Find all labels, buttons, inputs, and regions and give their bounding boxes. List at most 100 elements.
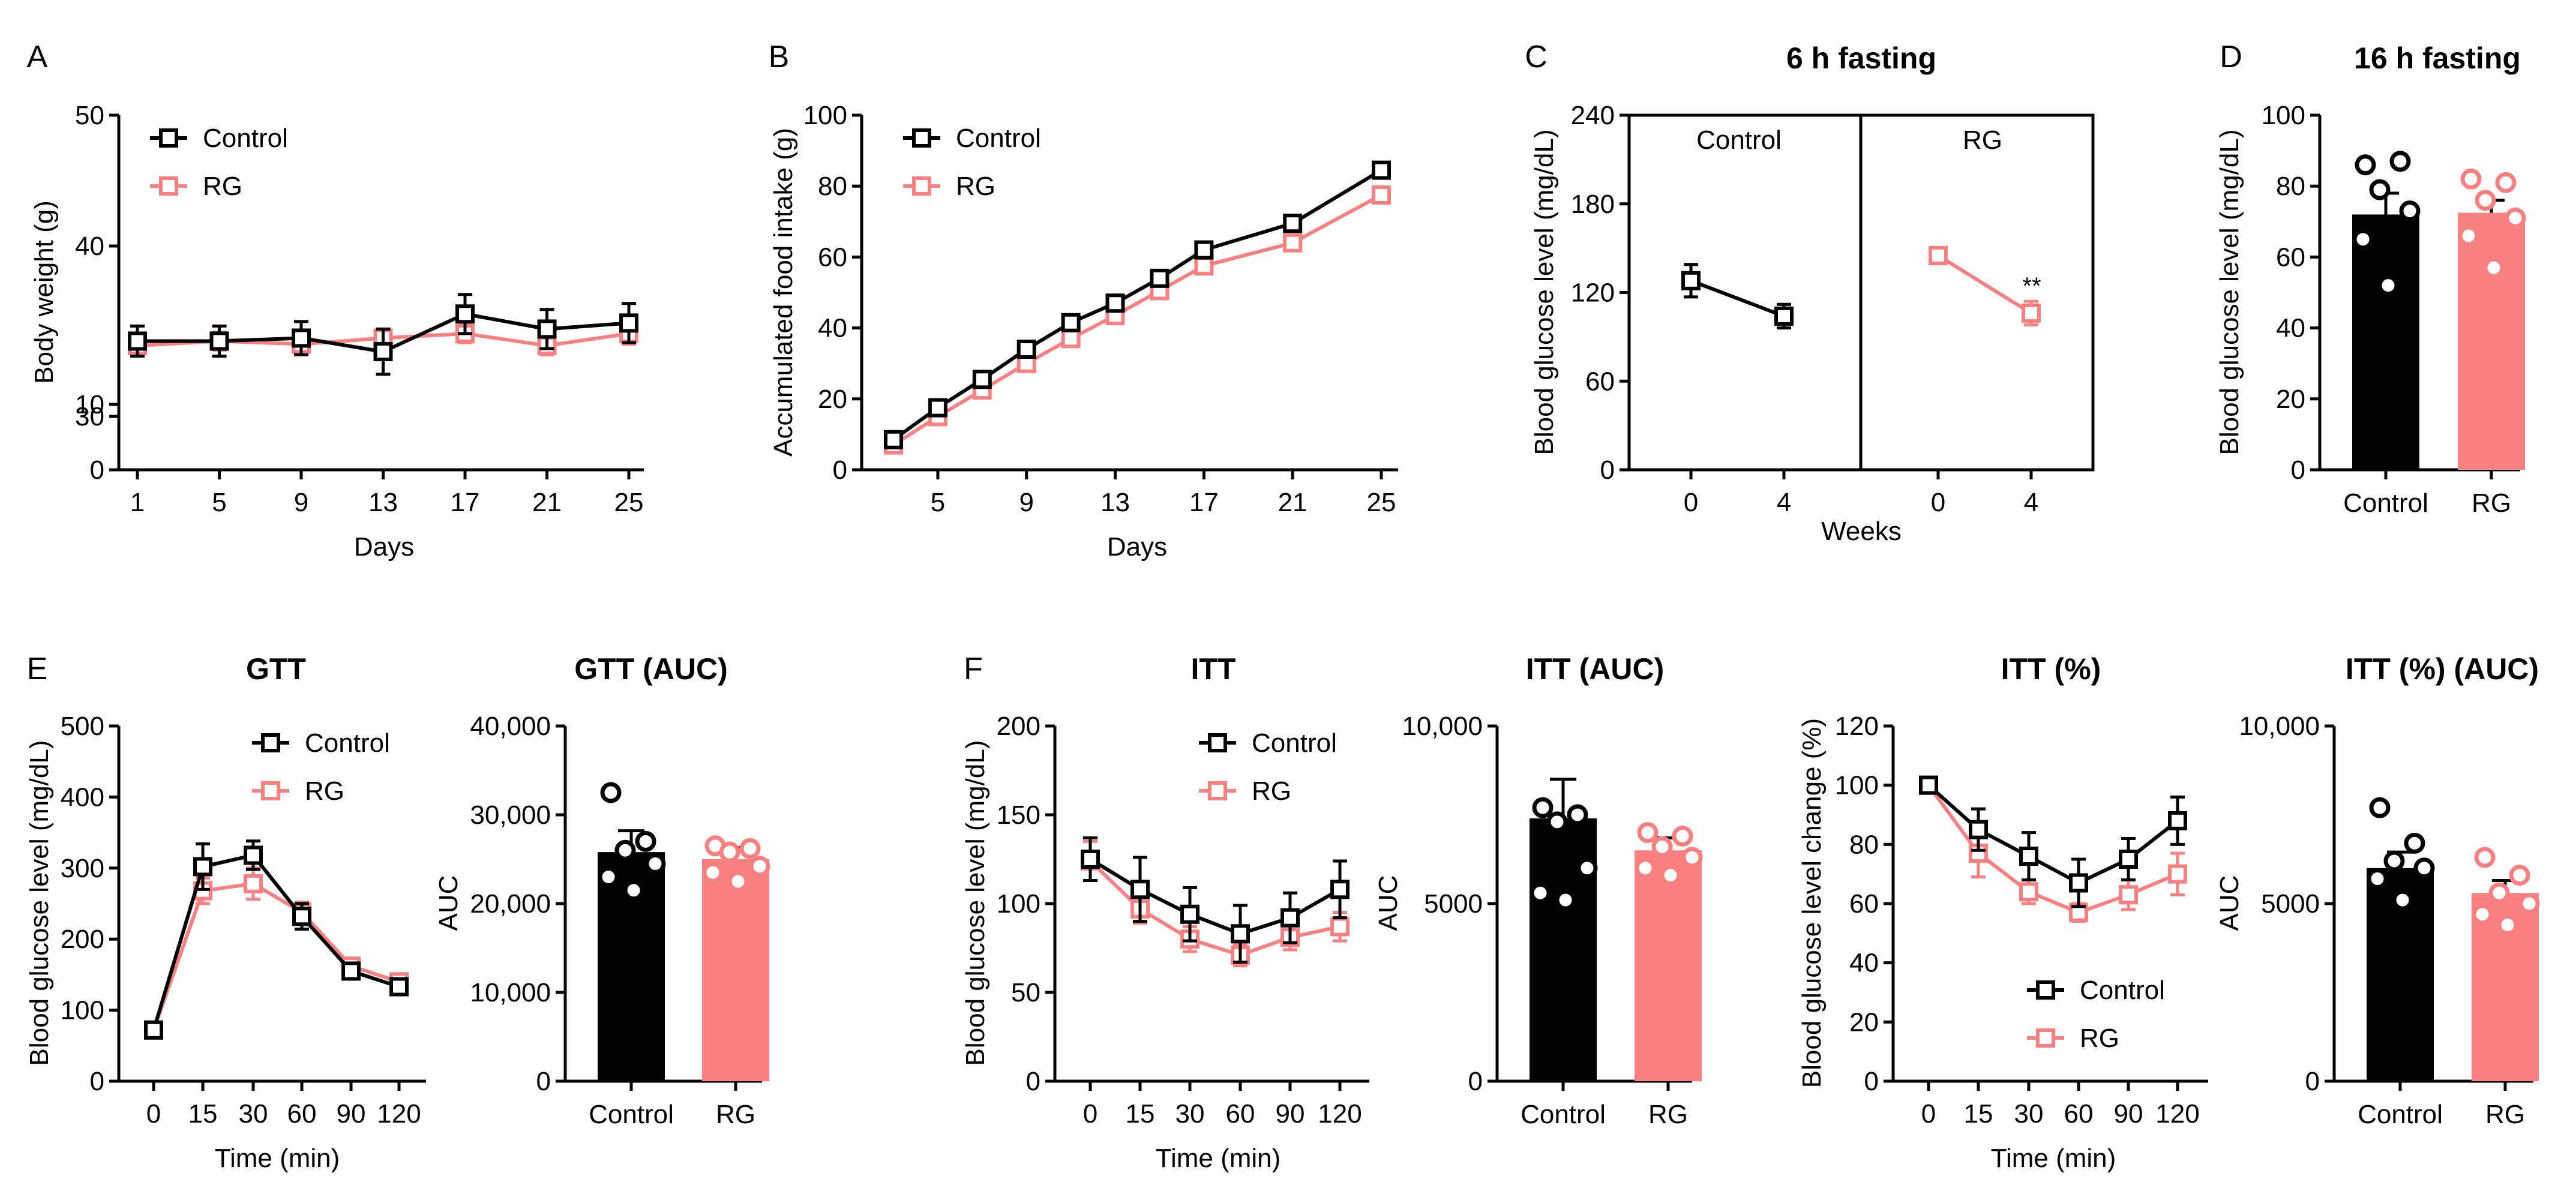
bar-rg [2458, 212, 2525, 470]
data-dot [1635, 857, 1656, 879]
x-tick-label: 5 [212, 488, 226, 517]
y-tick-label: 20,000 [470, 889, 551, 919]
data-dot [2509, 865, 2530, 886]
data-point-control [1330, 880, 1350, 899]
series-line-control [892, 169, 1383, 442]
panel-label: B [769, 40, 790, 74]
chart-title: ITT [1191, 652, 1236, 686]
x-axis-title: Time (min) [1991, 1144, 2116, 1173]
x-tick-label: 90 [1276, 1099, 1305, 1129]
data-point-control [1061, 313, 1081, 332]
data-dot [635, 830, 656, 852]
data-point-control [1016, 340, 1036, 359]
y-axis-title: AUC [1374, 875, 1403, 931]
legend-label: RG [1252, 776, 1291, 806]
data-point-control [1150, 268, 1169, 288]
data-point-control [389, 977, 409, 997]
data-dot [614, 839, 636, 861]
x-tick-label: 4 [1777, 488, 1791, 517]
y-tick-label: 5000 [2261, 889, 2320, 919]
y-tick-label: 0 [1468, 1067, 1483, 1096]
data-dot [2377, 275, 2399, 296]
x-tick-label: RG [2472, 488, 2511, 518]
legend-marker [2036, 980, 2055, 1000]
data-dot [1546, 811, 1568, 833]
y-tick-label: 60 [1849, 889, 1879, 919]
data-dot [600, 782, 622, 803]
x-tick-label: 0 [1684, 488, 1698, 517]
x-tick-label: 17 [451, 488, 480, 517]
x-tick-label: 13 [368, 488, 398, 517]
series-line-rg [1937, 254, 2032, 315]
x-tick-label: 5 [931, 488, 945, 517]
x-tick-label: RG [2485, 1100, 2525, 1129]
x-tick-label: 21 [1278, 488, 1308, 517]
series-line-control [1690, 278, 1785, 318]
x-tick-label: 120 [377, 1099, 421, 1129]
data-point-rg [244, 874, 263, 893]
y-axis-title: Body weight (g) [29, 200, 59, 384]
legend-label: RG [956, 172, 995, 201]
y-tick-label: 10,000 [1402, 712, 1483, 741]
y-axis-title: Blood glucose level (mg/dL) [25, 740, 54, 1066]
x-tick-label: 60 [2064, 1099, 2094, 1129]
x-tick-label: 13 [1100, 488, 1130, 517]
data-dot [2369, 797, 2391, 818]
legend-label: Control [305, 728, 390, 758]
data-point-control [2168, 811, 2187, 830]
y-tick-label: 100 [2262, 101, 2305, 130]
chart-title: ITT (%) (AUC) [2346, 652, 2539, 686]
data-dot [739, 838, 761, 859]
data-dot [2392, 889, 2413, 911]
x-tick-label: 17 [1189, 488, 1219, 517]
data-point-control [1194, 240, 1214, 260]
x-tick-label: Control [2343, 488, 2428, 518]
data-dot [2458, 225, 2479, 247]
data-dot [2404, 832, 2425, 854]
y-axis-title: AUC [434, 875, 463, 931]
data-point-control [1130, 880, 1150, 899]
data-dot [727, 871, 749, 892]
chart-title: GTT [246, 652, 306, 686]
y-tick-label: 300 [61, 854, 104, 883]
y-axis-title: Blood glucose level change (%) [1797, 718, 1827, 1088]
data-point-control [244, 845, 263, 865]
y-tick-label: 200 [997, 712, 1040, 741]
y-axis-title: Blood glucose level (mg/dL) [1530, 130, 1559, 455]
data-dot [644, 853, 666, 874]
y-tick-label: 10,000 [470, 978, 551, 1007]
y-tick-label: 80 [1849, 830, 1879, 859]
facet-label: RG [1963, 125, 2002, 155]
x-tick-label: 30 [239, 1099, 268, 1129]
y-tick-label: 0 [1600, 455, 1615, 485]
x-tick-label: 0 [1083, 1099, 1097, 1129]
x-axis-title: Days [354, 532, 414, 562]
bar-control [2352, 214, 2419, 470]
data-point-rg [2019, 882, 2038, 902]
data-point-control [373, 342, 393, 362]
data-point-control [884, 430, 903, 449]
series-line-rg [892, 193, 1383, 447]
legend-label: RG [2080, 1024, 2119, 1053]
data-point-rg [2022, 303, 2041, 323]
bar-rg [702, 859, 769, 1081]
panel-label: A [27, 40, 48, 74]
data-dot [2460, 168, 2482, 190]
data-dot [2352, 229, 2374, 250]
data-dot [702, 862, 724, 883]
significance-marker: ** [2022, 273, 2041, 299]
y-axis-title: Accumulated food intake (g) [769, 128, 798, 457]
data-point-rg [1330, 917, 1350, 937]
x-axis-title: Time (min) [215, 1144, 340, 1173]
data-point-control [1969, 820, 1988, 839]
y-axis-title: Blood glucose level (mg/dL) [2215, 130, 2244, 455]
y-tick-label: 20 [1849, 1007, 1879, 1037]
x-tick-label: 0 [1921, 1099, 1936, 1129]
x-axis-title: Time (min) [1156, 1144, 1281, 1173]
legend-marker [1208, 781, 1227, 800]
x-tick-label: 9 [1019, 488, 1033, 517]
y-tick-label: 10,000 [2239, 712, 2320, 741]
data-point-control [537, 319, 557, 339]
data-point-control [972, 370, 992, 389]
y-tick-label: 40,000 [470, 712, 551, 741]
